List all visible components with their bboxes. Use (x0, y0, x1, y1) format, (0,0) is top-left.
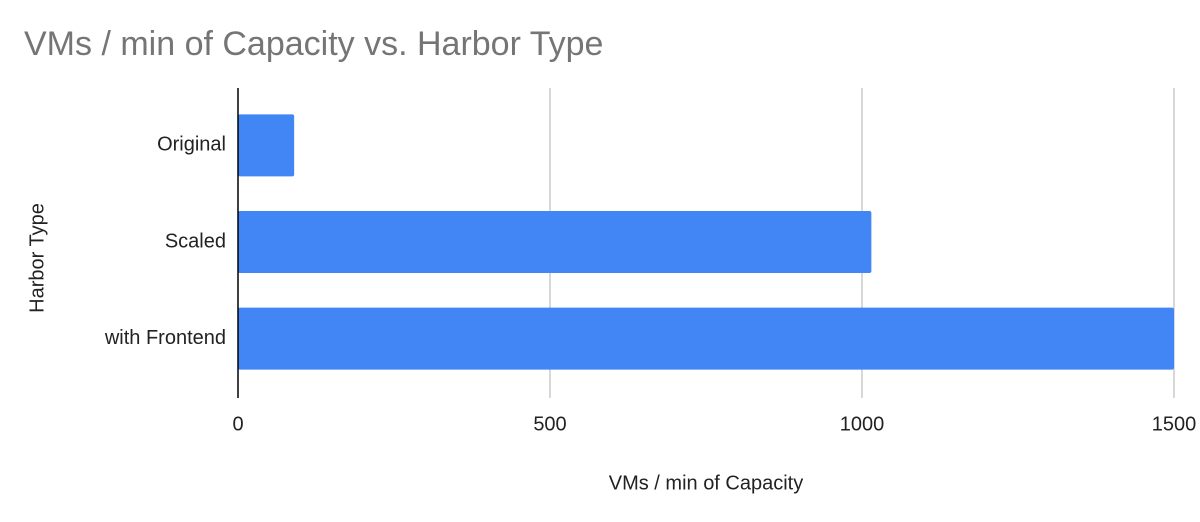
x-tick-label: 0 (232, 413, 243, 435)
bar (238, 211, 872, 273)
y-tick-label: with Frontend (104, 327, 226, 349)
x-axis-label: VMs / min of Capacity (609, 472, 804, 494)
y-axis-label: Harbor Type (26, 203, 48, 313)
y-tick-label: Scaled (165, 230, 226, 252)
x-tick-label: 500 (533, 413, 566, 435)
bar (238, 114, 295, 177)
x-tick-label: 1500 (1152, 413, 1197, 435)
chart-title: VMs / min of Capacity vs. Harbor Type (24, 25, 603, 63)
y-tick-label: Original (157, 134, 226, 156)
x-tick-label: 1000 (840, 413, 885, 435)
bar (238, 307, 1174, 370)
